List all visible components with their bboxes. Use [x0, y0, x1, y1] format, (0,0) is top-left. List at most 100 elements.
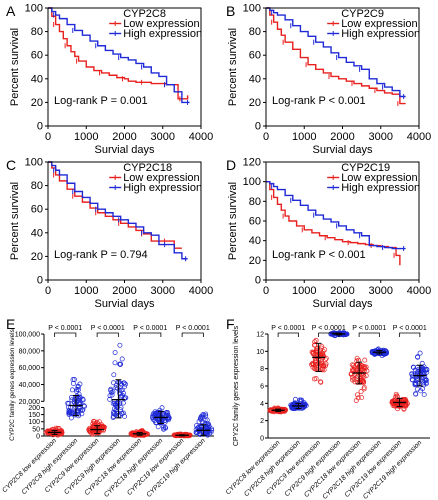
y-tick-label: 40: [249, 73, 261, 85]
data-point: [410, 377, 415, 383]
legend-high-label: High expression: [341, 182, 420, 194]
x-tick-label: 0: [263, 131, 269, 143]
data-point: [122, 413, 128, 419]
data-point: [72, 377, 77, 382]
logrank-annotation: Log-rank P < 0.001: [272, 249, 366, 261]
x-tick-label: 0: [45, 285, 51, 297]
data-point: [409, 371, 415, 377]
data-point: [117, 390, 123, 396]
data-point: [352, 379, 358, 385]
y-tick-label: 20: [31, 97, 43, 109]
gene-title: CYP2C19: [341, 162, 390, 174]
data-point: [112, 350, 118, 355]
panel-letter-e: E: [6, 316, 15, 332]
survival-curve-low: [48, 7, 189, 100]
data-point: [116, 387, 122, 393]
gene-title: CYP2C8: [123, 8, 166, 20]
y-axis-label: Percent survival: [9, 182, 21, 260]
data-point: [119, 387, 125, 393]
y-tick-label: 200: [28, 405, 40, 412]
data-point: [112, 410, 118, 416]
data-point: [420, 378, 426, 384]
y-tick-label: 120: [243, 157, 261, 169]
data-point: [355, 376, 361, 382]
data-point: [318, 379, 324, 385]
plot-frame: [265, 7, 420, 127]
data-point: [349, 367, 355, 373]
panel-letter-a: A: [6, 3, 16, 19]
data-point: [69, 387, 75, 393]
survival-curve-high: [266, 7, 406, 98]
data-point: [76, 397, 82, 403]
survival-curve-high: [48, 161, 188, 260]
comparison-bracket: [96, 332, 119, 337]
logrank-annotation: Log-rank P = 0.794: [54, 249, 148, 261]
data-point: [323, 355, 329, 361]
y-tick-label: 4: [260, 401, 264, 408]
data-point: [118, 405, 124, 411]
data-point: [313, 376, 319, 382]
data-point: [316, 354, 322, 360]
data-point: [411, 365, 417, 371]
y-tick-label: 80: [249, 196, 261, 208]
data-point: [320, 348, 326, 354]
data-point: [110, 389, 116, 395]
x-tick-label: 3000: [151, 285, 175, 297]
data-point: [74, 386, 80, 392]
x-tick-label: 3000: [369, 285, 393, 297]
data-point: [160, 424, 166, 430]
y-tick-label: 20,000: [19, 399, 41, 406]
y-tick-label: 100,000: [15, 332, 40, 339]
data-point: [299, 397, 305, 403]
data-point: [101, 424, 107, 430]
data-point: [415, 354, 421, 360]
data-point: [320, 351, 326, 357]
comparison-pvalue: P < 0.0001: [176, 325, 210, 332]
data-point: [355, 380, 361, 385]
y-tick-label: 100: [243, 176, 261, 188]
comparison-pvalue: P < 0.0001: [271, 325, 305, 332]
data-point: [315, 345, 320, 351]
x-tick-label: 1000: [74, 131, 98, 143]
data-point: [358, 389, 364, 395]
y-tick-label: 6: [260, 384, 264, 391]
data-point: [112, 360, 118, 366]
x-axis-label: Survial days: [95, 144, 155, 156]
comparison-pvalue: P < 0.0001: [393, 325, 427, 332]
y-tick-label: 150: [28, 412, 40, 419]
data-point: [119, 411, 125, 417]
y-tick-label: 100: [25, 3, 43, 15]
legend-low-label: Low expression: [341, 18, 417, 30]
y-axis-label: CYP2C family genes expression levels: [9, 328, 16, 440]
x-tick-label: 2000: [330, 285, 354, 297]
y-tick-label: 0: [260, 436, 264, 443]
data-point: [312, 342, 318, 348]
data-point: [361, 384, 367, 390]
comparison-pvalue: P < 0.0001: [133, 325, 167, 332]
x-tick-label: 3000: [151, 131, 175, 143]
data-point: [360, 378, 366, 384]
x-tick-label: 0: [263, 285, 269, 297]
data-point: [393, 394, 398, 400]
data-point: [383, 348, 389, 354]
y-tick-label: 50: [32, 426, 40, 433]
data-point: [152, 416, 158, 422]
data-point: [363, 373, 369, 379]
survival-curve-high: [48, 7, 190, 104]
logrank-annotation: Log-rank P = 0.001: [54, 95, 148, 107]
panel-letter-b: B: [226, 3, 235, 19]
data-point: [193, 427, 199, 433]
legend-high-label: High expression: [123, 182, 202, 194]
data-point: [421, 392, 427, 398]
y-axis-label: Percent survival: [9, 28, 21, 106]
data-point: [203, 420, 209, 426]
data-point: [319, 365, 325, 371]
x-tick-label: 3000: [369, 131, 393, 143]
data-point: [155, 424, 161, 430]
data-point: [401, 406, 407, 412]
data-point: [369, 350, 375, 356]
logrank-annotation: Log-rank P < 0.001: [272, 95, 366, 107]
